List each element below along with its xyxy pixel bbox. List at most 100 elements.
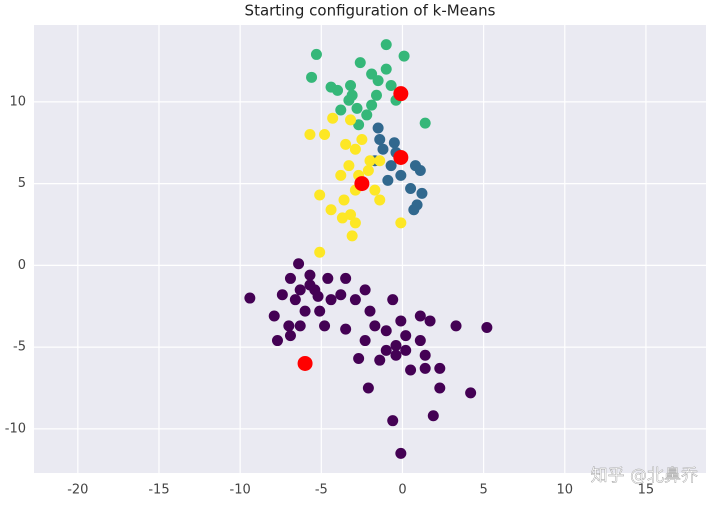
- point: [374, 133, 386, 145]
- point: [353, 119, 365, 131]
- point: [387, 415, 399, 427]
- point: [419, 117, 431, 129]
- point: [398, 50, 410, 62]
- point: [377, 143, 389, 155]
- point: [405, 364, 417, 376]
- point: [271, 335, 283, 347]
- point: [370, 89, 382, 101]
- point: [349, 294, 361, 306]
- point: [312, 290, 324, 302]
- point: [434, 382, 446, 394]
- point: [335, 169, 347, 181]
- point: [387, 294, 399, 306]
- point: [359, 284, 371, 296]
- centroid: [393, 86, 409, 102]
- point: [390, 339, 402, 351]
- point: [314, 189, 326, 201]
- point: [314, 246, 326, 258]
- point: [434, 362, 446, 374]
- point: [374, 155, 386, 167]
- point: [284, 272, 296, 284]
- point: [362, 165, 374, 177]
- point: [283, 320, 295, 332]
- y-tick-label: 5: [18, 176, 26, 191]
- point: [293, 258, 305, 270]
- point: [332, 84, 344, 96]
- point: [400, 344, 412, 356]
- point: [335, 289, 347, 301]
- point: [395, 217, 407, 229]
- point: [340, 272, 352, 284]
- point: [294, 284, 306, 296]
- point: [346, 89, 358, 101]
- point: [319, 320, 331, 332]
- point: [268, 310, 280, 322]
- point: [354, 57, 366, 69]
- point: [364, 155, 376, 167]
- point: [395, 315, 407, 327]
- point: [374, 354, 386, 366]
- plot-area: [34, 25, 706, 473]
- centroid: [393, 149, 409, 165]
- point: [400, 330, 412, 342]
- centroid: [297, 355, 313, 371]
- point: [395, 169, 407, 181]
- centroid: [354, 176, 370, 192]
- point: [299, 305, 311, 317]
- x-tick-label: 5: [479, 483, 487, 498]
- point: [314, 305, 326, 317]
- point: [414, 310, 426, 322]
- point: [450, 320, 462, 332]
- y-tick-label: -10: [5, 421, 26, 436]
- point: [359, 335, 371, 347]
- point: [340, 138, 352, 150]
- point: [322, 272, 334, 284]
- x-tick-label: -5: [315, 483, 328, 498]
- point: [349, 217, 361, 229]
- point: [327, 112, 339, 124]
- point: [411, 199, 423, 211]
- point: [346, 230, 358, 242]
- point: [325, 204, 337, 216]
- point: [465, 387, 477, 399]
- point: [372, 122, 384, 134]
- point: [416, 187, 428, 199]
- point: [304, 269, 316, 281]
- x-tick-label: 0: [398, 483, 406, 498]
- point: [382, 174, 394, 186]
- point: [405, 183, 417, 195]
- point: [380, 39, 392, 51]
- point: [481, 321, 493, 333]
- point: [380, 344, 392, 356]
- point: [289, 294, 301, 306]
- point: [340, 323, 352, 335]
- point: [419, 349, 431, 361]
- point: [335, 104, 347, 116]
- point: [304, 279, 316, 291]
- point: [380, 63, 392, 75]
- point: [294, 320, 306, 332]
- point: [306, 71, 318, 83]
- point: [336, 212, 348, 224]
- point: [374, 194, 386, 206]
- point: [356, 133, 368, 145]
- point: [364, 305, 376, 317]
- point: [349, 143, 361, 155]
- point: [351, 102, 363, 114]
- y-tick-label: -5: [13, 340, 26, 355]
- point: [338, 194, 350, 206]
- x-tick-label: 10: [557, 483, 574, 498]
- point: [361, 109, 373, 121]
- point: [362, 382, 374, 394]
- point: [414, 335, 426, 347]
- point: [304, 129, 316, 141]
- point: [414, 165, 426, 177]
- point: [395, 447, 407, 459]
- point: [244, 292, 256, 304]
- point: [353, 353, 365, 365]
- point: [369, 320, 381, 332]
- point: [390, 349, 402, 361]
- x-tick-label: -20: [67, 483, 88, 498]
- point: [319, 129, 331, 141]
